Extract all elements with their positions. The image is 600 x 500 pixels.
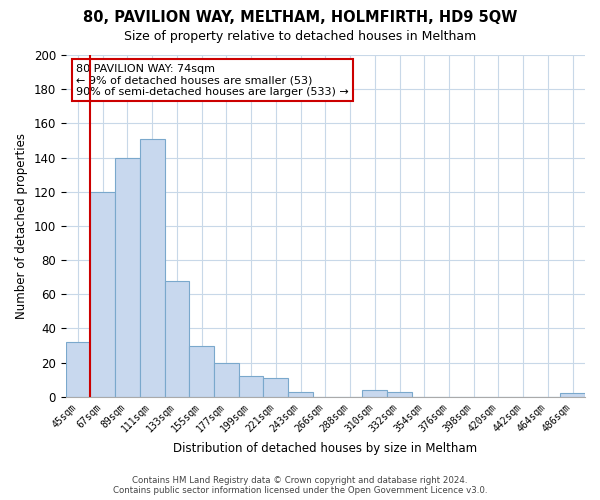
Bar [140,138,164,397]
Text: Contains HM Land Registry data © Crown copyright and database right 2024.
Contai: Contains HM Land Registry data © Crown c… [113,476,487,495]
Text: 80, PAVILION WAY, MELTHAM, HOLMFIRTH, HD9 5QW: 80, PAVILION WAY, MELTHAM, HOLMFIRTH, HD… [83,10,517,25]
Bar [239,376,263,397]
Bar [115,158,140,397]
Bar [560,394,585,397]
Y-axis label: Number of detached properties: Number of detached properties [15,133,28,319]
Bar [190,346,214,397]
Bar [288,392,313,397]
Text: 80 PAVILION WAY: 74sqm
← 9% of detached houses are smaller (53)
90% of semi-deta: 80 PAVILION WAY: 74sqm ← 9% of detached … [76,64,349,96]
Bar [362,390,387,397]
Bar [164,280,190,397]
Bar [214,362,239,397]
Bar [387,392,412,397]
Text: Size of property relative to detached houses in Meltham: Size of property relative to detached ho… [124,30,476,43]
Bar [65,342,91,397]
Bar [263,378,288,397]
Bar [91,192,115,397]
X-axis label: Distribution of detached houses by size in Meltham: Distribution of detached houses by size … [173,442,478,455]
